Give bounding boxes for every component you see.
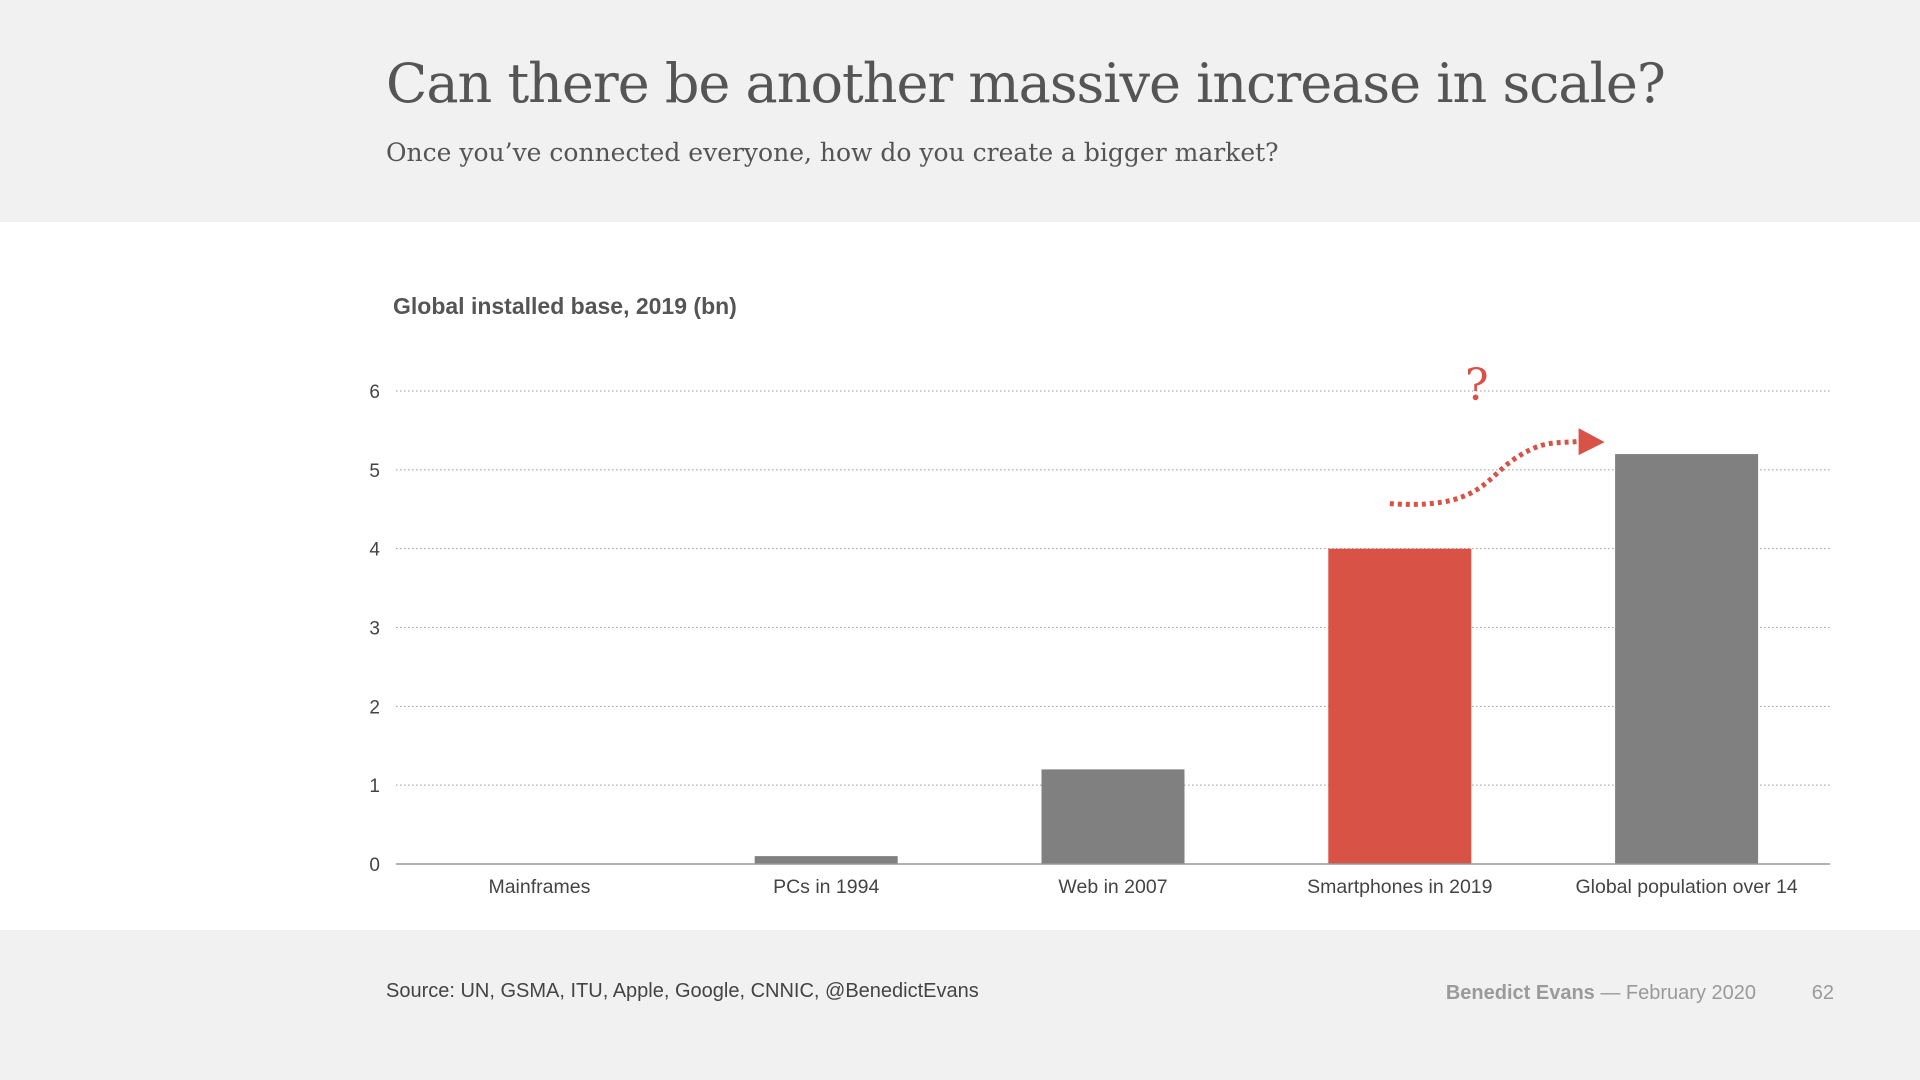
bar bbox=[1615, 454, 1759, 864]
slide-subtitle: Once you’ve connected everyone, how do y… bbox=[386, 138, 1279, 167]
bar bbox=[1041, 769, 1185, 864]
x-tick-label: Global population over 14 bbox=[1575, 876, 1797, 898]
slide-footer bbox=[0, 930, 1920, 1080]
y-tick-label: 3 bbox=[369, 619, 380, 640]
bar bbox=[754, 856, 898, 864]
source-note: Source: UN, GSMA, ITU, Apple, Google, CN… bbox=[386, 980, 979, 1002]
annotation-arrowhead bbox=[1578, 428, 1605, 456]
bars bbox=[754, 454, 1759, 864]
x-axis-labels: Mainframes PCs in 1994 Web in 2007 Smartpho… bbox=[488, 876, 1797, 898]
y-tick-label: 5 bbox=[369, 461, 380, 482]
bar-chart: Global installed base, 2019 (bn) 0 1 2 3 4 5 6… bbox=[369, 293, 1830, 898]
byline: Benedict Evans — February 2020 bbox=[1446, 982, 1756, 1005]
x-tick-label: Web in 2007 bbox=[1058, 876, 1167, 898]
author-name: Benedict Evans bbox=[1445, 982, 1595, 1004]
y-tick-label: 0 bbox=[369, 855, 380, 876]
y-tick-label: 2 bbox=[369, 697, 380, 718]
slide-title: Can there be another massive increase in… bbox=[386, 52, 1666, 115]
x-tick-label: Mainframes bbox=[488, 876, 590, 898]
y-axis-ticks: 0 1 2 3 4 5 6 bbox=[369, 382, 380, 876]
bar bbox=[1328, 548, 1472, 864]
annotation: ? bbox=[1389, 360, 1605, 507]
y-tick-label: 6 bbox=[369, 382, 380, 403]
chart-title: Global installed base, 2019 (bn) bbox=[393, 293, 737, 319]
page-number: 62 bbox=[1811, 982, 1834, 1004]
x-tick-label: Smartphones in 2019 bbox=[1307, 876, 1492, 898]
publish-date: — February 2020 bbox=[1600, 982, 1756, 1004]
y-tick-label: 1 bbox=[369, 776, 380, 797]
x-tick-label: PCs in 1994 bbox=[773, 876, 879, 898]
annotation-question-mark: ? bbox=[1465, 360, 1489, 411]
slide-header: Can there be another massive increase in… bbox=[0, 0, 1920, 222]
y-tick-label: 4 bbox=[369, 540, 380, 561]
gridlines bbox=[396, 390, 1830, 786]
annotation-arrow-line bbox=[1389, 438, 1582, 507]
